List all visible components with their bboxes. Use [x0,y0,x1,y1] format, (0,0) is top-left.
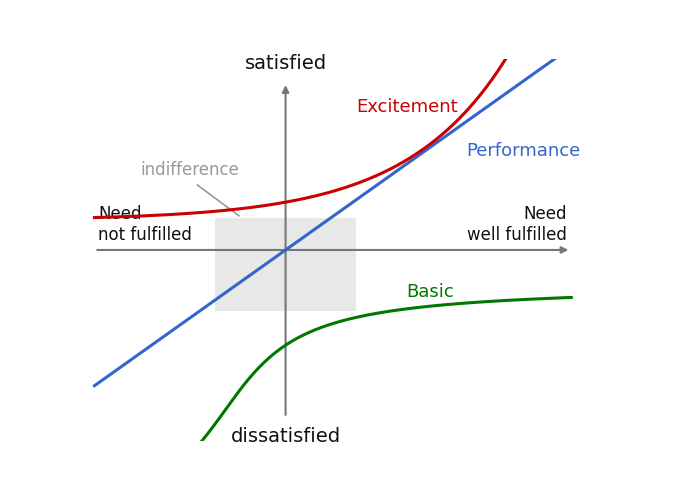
Text: Need
well fulfilled: Need well fulfilled [467,205,567,244]
Text: Need
not fulfilled: Need not fulfilled [99,205,192,244]
Bar [215,218,356,311]
Text: indifference: indifference [140,161,240,179]
Text: Excitement: Excitement [356,98,458,116]
Text: Performance: Performance [466,142,581,160]
Text: satisfied: satisfied [244,54,327,73]
Text: Basic: Basic [406,283,454,301]
Text: dissatisfied: dissatisfied [231,427,341,446]
